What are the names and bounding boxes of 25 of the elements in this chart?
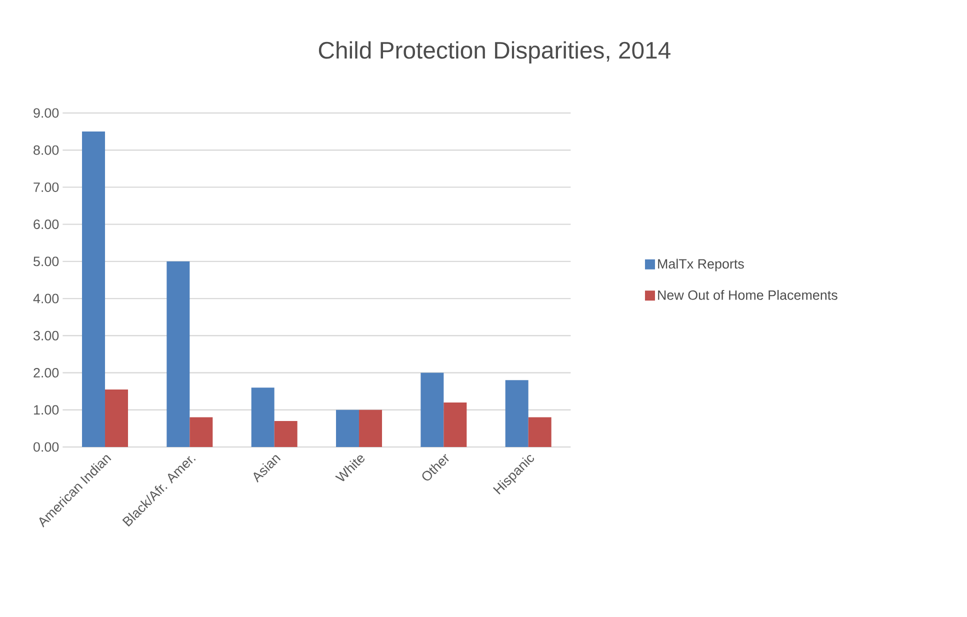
y-tick-label: 5.00 bbox=[34, 256, 59, 266]
legend-label: MalTx Reports bbox=[658, 258, 744, 272]
bar bbox=[190, 417, 213, 447]
y-tick-label: 7.00 bbox=[34, 182, 59, 192]
y-tick-label: 3.00 bbox=[33, 330, 59, 340]
bar bbox=[336, 410, 360, 447]
bar bbox=[528, 417, 552, 447]
bar bbox=[105, 389, 128, 447]
bar bbox=[420, 372, 444, 447]
y-tick-label: 4.00 bbox=[33, 294, 59, 304]
y-tick-label: 6.00 bbox=[34, 220, 59, 230]
legend-label: New Out of Home Placements bbox=[658, 290, 838, 300]
bar bbox=[359, 410, 382, 447]
chart-title: Child Protection Disparities, 2014 bbox=[318, 41, 670, 64]
bar bbox=[251, 388, 274, 447]
bar bbox=[166, 261, 190, 447]
bar bbox=[444, 402, 467, 447]
bar bbox=[505, 380, 528, 447]
y-tick-label: 9.00 bbox=[34, 108, 59, 118]
y-tick-label: 8.00 bbox=[34, 145, 59, 155]
bar bbox=[82, 132, 106, 447]
bar bbox=[274, 421, 298, 447]
y-tick-label: 0.00 bbox=[34, 442, 59, 452]
y-tick-label: 2.00 bbox=[34, 368, 59, 378]
y-tick-label: 1.00 bbox=[34, 405, 59, 415]
